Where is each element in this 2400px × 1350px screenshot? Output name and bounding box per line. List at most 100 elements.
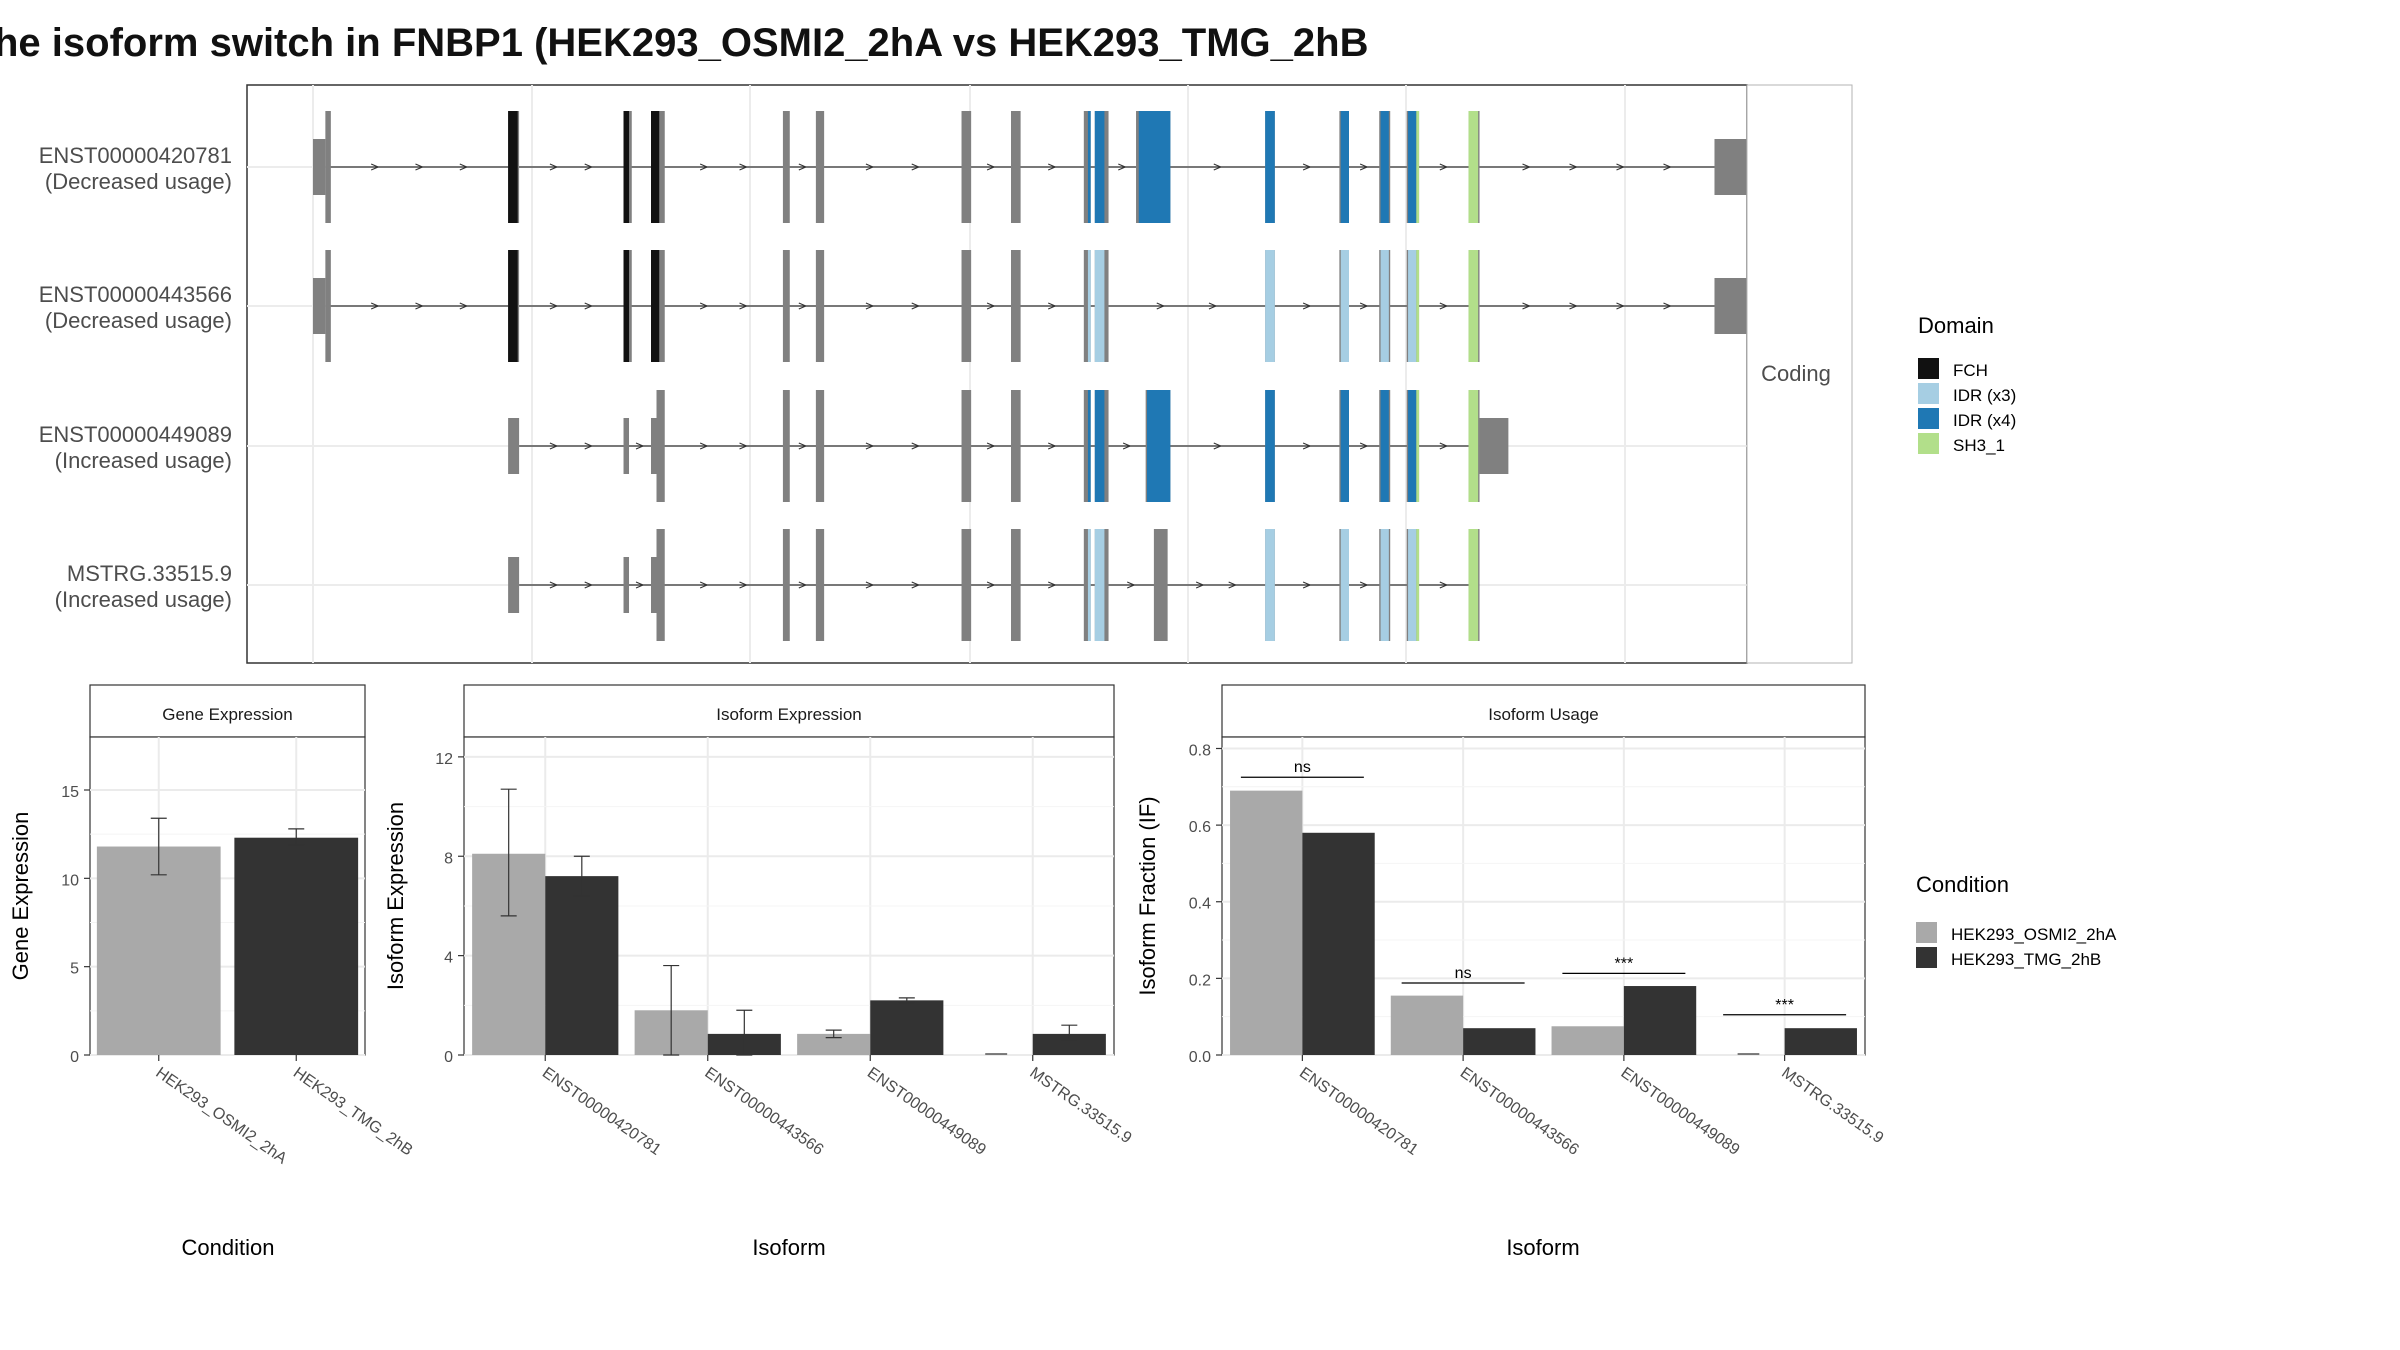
domain-segment xyxy=(1380,111,1389,223)
y-tick-label: 15 xyxy=(61,784,79,801)
intron-arrow xyxy=(986,163,996,171)
intron-arrow xyxy=(865,302,875,310)
intron-arrow xyxy=(1122,442,1132,450)
y-tick-label: 0.8 xyxy=(1189,742,1211,759)
intron-arrow xyxy=(1569,163,1578,171)
y-tick-label: 0 xyxy=(70,1049,79,1066)
bar xyxy=(870,1000,944,1055)
utr-exon xyxy=(651,418,657,474)
error-bar xyxy=(500,788,517,917)
condition-legend-label: HEK293_OSMI2_2hA xyxy=(1951,925,2117,944)
coding-exon xyxy=(656,390,665,502)
intron-arrow xyxy=(1302,163,1312,171)
domain-segment xyxy=(1265,529,1275,641)
coding-exon xyxy=(1153,529,1168,641)
y-tick-label: 0 xyxy=(444,1049,453,1066)
error-bar xyxy=(1061,1024,1078,1041)
transcript-track xyxy=(313,111,1770,223)
bar-panels: Gene Expression 0 5 10 15 HEK293_OSMI2_2hA HEK… xyxy=(8,684,1887,1260)
bar xyxy=(1032,1033,1106,1055)
intron-arrow xyxy=(549,163,559,171)
domain-segment xyxy=(1265,390,1275,502)
transcript-usage-label: (Increased usage) xyxy=(55,587,232,612)
significance-annotation: *** xyxy=(1562,955,1686,974)
domain-segment xyxy=(1416,529,1420,641)
intron-arrow xyxy=(865,163,875,171)
transcript-usage-label: (Decreased usage) xyxy=(45,169,232,194)
domain-legend-swatch xyxy=(1918,433,1939,454)
intron-arrow xyxy=(739,581,748,589)
intron-arrow xyxy=(1208,302,1218,310)
intron-arrow xyxy=(415,302,424,310)
bar xyxy=(1463,1028,1536,1055)
x-tick-label: ENST00000420781 xyxy=(1296,1064,1421,1159)
intron-arrow xyxy=(911,581,921,589)
intron-arrow xyxy=(549,442,559,450)
domain-segment xyxy=(1087,390,1091,502)
transcript-label: ENST00000449089 xyxy=(39,422,232,447)
condition-legend-items: HEK293_OSMI2_2hA HEK293_TMG_2hB xyxy=(1916,922,2117,969)
coding-exon xyxy=(1010,250,1021,362)
intron-arrow xyxy=(459,163,469,171)
y-axis-title: Isoform Expression xyxy=(383,802,408,990)
intron-arrow xyxy=(865,442,875,450)
transcript-labels: ENST00000420781(Decreased usage) ENST0000… xyxy=(39,143,232,612)
domain-segment xyxy=(1468,111,1479,223)
utr-exon xyxy=(1479,418,1509,474)
domain-legend-label: IDR (x3) xyxy=(1953,386,2016,405)
intron-arrow xyxy=(549,581,559,589)
intron-arrow xyxy=(699,163,709,171)
coding-exon xyxy=(961,390,972,502)
domain-segment xyxy=(651,111,660,223)
bar xyxy=(797,1033,871,1055)
transcript-tracks xyxy=(313,111,1770,641)
coding-exon xyxy=(325,111,331,223)
error-bar xyxy=(573,855,590,897)
domain-segment xyxy=(1340,529,1349,641)
coding-exon xyxy=(815,250,825,362)
utr-exon xyxy=(313,278,326,334)
bar xyxy=(1784,1028,1857,1055)
coding-exon xyxy=(815,111,825,223)
intron-arrow xyxy=(1663,302,1672,310)
significance-label: ns xyxy=(1455,965,1472,982)
facet-strip xyxy=(463,684,1115,738)
facet-strip xyxy=(1221,684,1866,738)
domain-legend-swatch xyxy=(1918,358,1939,379)
intron-arrow xyxy=(1302,442,1312,450)
y-tick-label: 0.2 xyxy=(1189,972,1211,989)
intron-arrow xyxy=(1047,442,1057,450)
domain-segment xyxy=(651,250,660,362)
intron-arrow xyxy=(370,163,380,171)
significance-label: *** xyxy=(1615,955,1634,972)
coding-exon xyxy=(1083,250,1091,362)
bar xyxy=(1230,790,1303,1055)
coding-exon xyxy=(782,111,790,223)
intron-arrow xyxy=(635,442,645,450)
transcript-label: ENST00000420781 xyxy=(39,143,232,168)
error-bar xyxy=(825,1029,842,1039)
x-tick-label: MSTRG.33515.9 xyxy=(1778,1064,1886,1147)
condition-legend-label: HEK293_TMG_2hB xyxy=(1951,950,2101,969)
bar xyxy=(1302,832,1375,1055)
intron-arrow xyxy=(798,442,808,450)
domain-segment xyxy=(1138,111,1171,223)
intron-arrow xyxy=(370,302,380,310)
utr-exon xyxy=(623,418,630,474)
domain-segment xyxy=(1380,529,1389,641)
error-bar xyxy=(898,997,915,1004)
intron-arrow xyxy=(1663,163,1672,171)
intron-arrow xyxy=(739,442,748,450)
x-axis-title: Condition xyxy=(182,1235,275,1260)
intron-arrow xyxy=(1302,581,1312,589)
intron-arrow xyxy=(1359,581,1369,589)
coding-exon xyxy=(1010,390,1021,502)
bar xyxy=(96,846,221,1055)
significance-annotation: *** xyxy=(1723,997,1847,1016)
domain-segment xyxy=(1468,390,1479,502)
bar xyxy=(234,837,359,1055)
intron-arrow xyxy=(1359,442,1369,450)
domain-segment xyxy=(1408,250,1417,362)
domain-legend-label: IDR (x4) xyxy=(1953,411,2016,430)
intron-arrow xyxy=(549,302,559,310)
